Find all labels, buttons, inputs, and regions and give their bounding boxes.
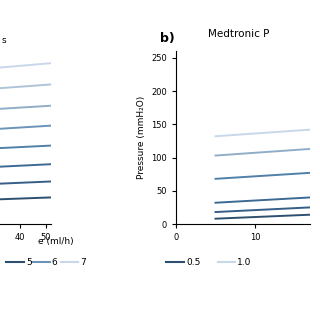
Text: s: s bbox=[2, 36, 6, 45]
Text: 0.5: 0.5 bbox=[186, 258, 201, 267]
Text: 1.0: 1.0 bbox=[237, 258, 252, 267]
Text: e (ml/h): e (ml/h) bbox=[38, 237, 74, 246]
Y-axis label: Pressure (mmH₂O): Pressure (mmH₂O) bbox=[137, 96, 146, 179]
Text: 7: 7 bbox=[81, 258, 86, 267]
Text: b): b) bbox=[160, 32, 175, 45]
Text: 5: 5 bbox=[26, 258, 32, 267]
Text: 6: 6 bbox=[52, 258, 58, 267]
Text: Medtronic P: Medtronic P bbox=[208, 29, 269, 39]
